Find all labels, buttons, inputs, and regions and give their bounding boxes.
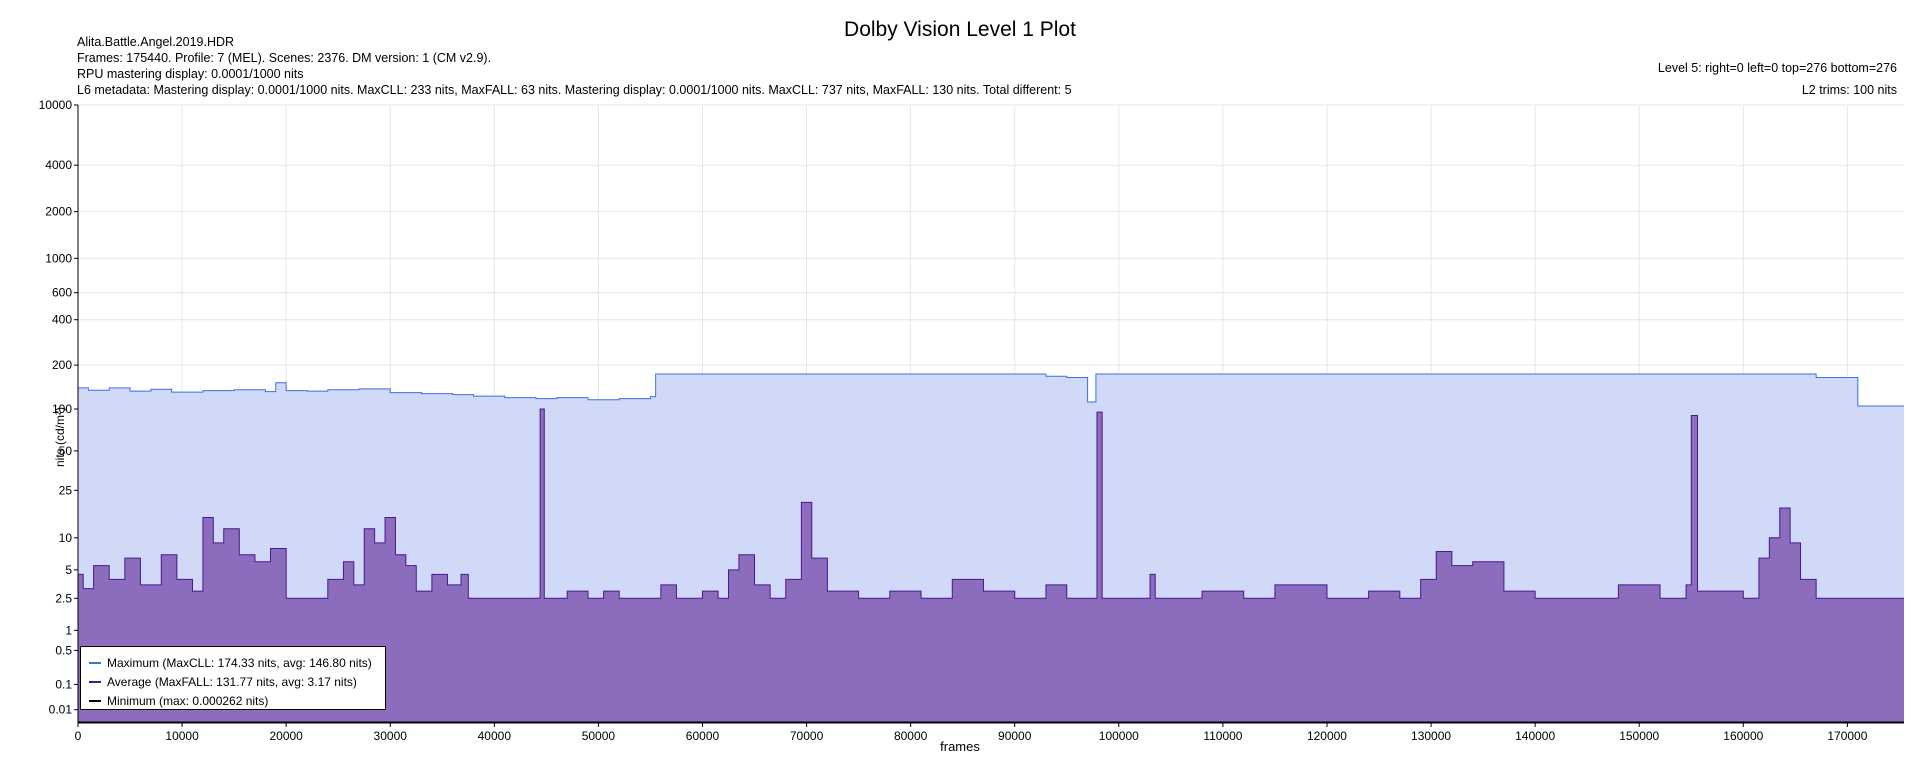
series-average-area: [78, 409, 1904, 723]
series-average-line: [78, 408, 1904, 599]
x-tick-label: 10000: [165, 729, 199, 743]
l6-metadata-info: L6 metadata: Mastering display: 0.0001/1…: [77, 83, 1072, 97]
legend-label-minimum: Minimum (max: 0.000262 nits): [107, 693, 269, 708]
x-tick-label: 170000: [1827, 729, 1867, 743]
x-tick-label: 20000: [269, 729, 303, 743]
x-axis-title: frames: [940, 739, 980, 754]
y-tick-label: 100: [52, 402, 72, 416]
rpu-mastering-info: RPU mastering display: 0.0001/1000 nits: [77, 67, 304, 81]
x-tick-label: 140000: [1515, 729, 1555, 743]
y-axis-title: nits (cd/m²): [53, 407, 67, 467]
y-tick-label: 1000: [45, 251, 72, 265]
y-tick-labels: 0.01 0.1 0.5 1 2.5 5 10 25 50 100 200 400 600 1000 200…: [39, 98, 78, 717]
y-tick-label: 4000: [45, 158, 72, 172]
x-tick-label: 120000: [1307, 729, 1347, 743]
y-tick-label: 600: [52, 286, 72, 300]
y-tick-label: 0.1: [55, 677, 72, 691]
y-tick-label: 10000: [39, 98, 73, 112]
chart-legend: Maximum (MaxCLL: 174.33 nits, avg: 146.8…: [80, 646, 386, 710]
legend-swatch-minimum: [89, 699, 101, 702]
legend-label-maximum: Maximum (MaxCLL: 174.33 nits, avg: 146.8…: [107, 655, 372, 670]
y-tick-label: 400: [52, 313, 72, 327]
y-tick-label: 1: [65, 623, 72, 637]
x-tick-label: 130000: [1411, 729, 1451, 743]
x-tick-label: 100000: [1099, 729, 1139, 743]
l2-trims-info: L2 trims: 100 nits: [1801, 83, 1897, 97]
y-tick-label: 2000: [45, 205, 72, 219]
legend-swatch-average: [89, 680, 101, 683]
legend-label-average: Average (MaxFALL: 131.77 nits, avg: 3.17…: [107, 674, 357, 689]
y-tick-label: 5: [65, 563, 72, 577]
legend-item-maximum: Maximum (MaxCLL: 174.33 nits, avg: 146.8…: [89, 653, 385, 672]
legend-item-average: Average (MaxFALL: 131.77 nits, avg: 3.17…: [89, 672, 385, 691]
x-tick-label: 0: [75, 729, 82, 743]
chart-title: Dolby Vision Level 1 Plot: [844, 18, 1076, 41]
series-maximum-line: [78, 373, 1904, 407]
y-tick-label: 200: [52, 358, 72, 372]
y-tick-label: 10: [59, 531, 73, 545]
x-tick-label: 40000: [478, 729, 512, 743]
x-tick-label: 60000: [686, 729, 720, 743]
x-tick-labels: 0 10000 20000 30000 40000 50000 60000 70000 8000…: [75, 723, 1868, 743]
y-tick-label: 0.01: [49, 703, 73, 717]
x-tick-label: 30000: [374, 729, 408, 743]
y-tick-label: 50: [59, 444, 73, 458]
x-tick-label: 160000: [1723, 729, 1763, 743]
y-tick-label: 2.5: [55, 591, 72, 605]
x-tick-label: 80000: [894, 729, 928, 743]
x-tick-label: 110000: [1203, 729, 1242, 743]
legend-item-minimum: Minimum (max: 0.000262 nits): [89, 691, 385, 710]
x-tick-label: 50000: [582, 729, 616, 743]
legend-swatch-maximum: [89, 661, 101, 664]
frames-info: Frames: 175440. Profile: 7 (MEL). Scenes…: [77, 51, 492, 65]
file-name: Alita.Battle.Angel.2019.HDR: [77, 35, 235, 49]
level5-info: Level 5: right=0 left=0 top=276 bottom=2…: [1657, 61, 1897, 75]
y-tick-label: 0.5: [55, 643, 72, 657]
x-tick-label: 70000: [790, 729, 824, 743]
x-tick-label: 90000: [998, 729, 1032, 743]
x-tick-label: 150000: [1619, 729, 1659, 743]
y-tick-label: 25: [59, 483, 73, 497]
